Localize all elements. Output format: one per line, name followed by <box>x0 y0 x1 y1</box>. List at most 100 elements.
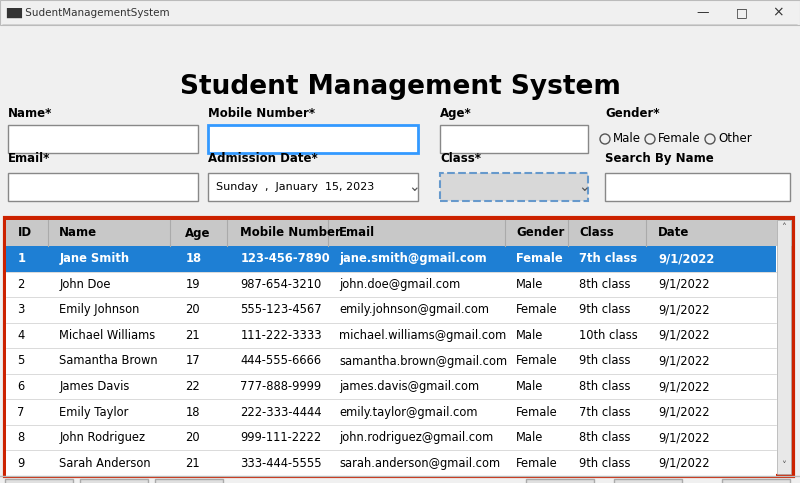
Bar <box>5 218 793 476</box>
Text: Samantha Brown: Samantha Brown <box>59 355 158 368</box>
Text: 111-222-3333: 111-222-3333 <box>241 329 322 342</box>
Bar <box>6 348 776 374</box>
Text: 19: 19 <box>186 278 200 291</box>
Text: ID: ID <box>18 227 31 240</box>
Text: 9/1/2022: 9/1/2022 <box>658 355 710 368</box>
Text: 444-555-6666: 444-555-6666 <box>241 355 322 368</box>
Text: 333-444-5555: 333-444-5555 <box>241 457 322 470</box>
Bar <box>155 479 223 483</box>
Text: 9/1/2022: 9/1/2022 <box>658 406 710 419</box>
Text: Female: Female <box>658 132 701 145</box>
Text: Email*: Email* <box>8 152 50 165</box>
Text: □: □ <box>736 6 748 19</box>
Text: 20: 20 <box>186 303 200 316</box>
Bar <box>6 323 776 348</box>
Text: 6: 6 <box>18 380 25 393</box>
Bar <box>440 125 588 153</box>
Text: 22: 22 <box>186 380 200 393</box>
Text: 20: 20 <box>186 431 200 444</box>
Text: Date: Date <box>658 227 690 240</box>
Text: Sarah Anderson: Sarah Anderson <box>59 457 151 470</box>
Text: Male: Male <box>516 380 544 393</box>
Bar <box>6 271 776 297</box>
Bar <box>208 125 418 153</box>
Text: 17: 17 <box>186 355 200 368</box>
Text: Female: Female <box>516 457 558 470</box>
Text: 9/1/2022: 9/1/2022 <box>658 278 710 291</box>
Bar <box>208 173 418 201</box>
Text: 9/1/2022: 9/1/2022 <box>658 303 710 316</box>
Text: 9th class: 9th class <box>579 457 630 470</box>
Text: Class*: Class* <box>440 152 481 165</box>
Text: Jane Smith: Jane Smith <box>59 252 130 265</box>
Text: Class: Class <box>579 227 614 240</box>
Bar <box>8 125 198 153</box>
Text: Emily Taylor: Emily Taylor <box>59 406 129 419</box>
Bar <box>440 173 588 201</box>
Bar <box>614 479 682 483</box>
Bar <box>722 479 790 483</box>
Text: Female: Female <box>516 303 558 316</box>
Text: Female: Female <box>516 252 563 265</box>
Text: 18: 18 <box>186 252 202 265</box>
Text: Admission Date*: Admission Date* <box>208 152 318 165</box>
Text: samantha.brown@gmail.com: samantha.brown@gmail.com <box>339 355 507 368</box>
Text: John Doe: John Doe <box>59 278 110 291</box>
Text: 21: 21 <box>186 457 200 470</box>
Text: Name*: Name* <box>8 107 52 120</box>
Text: 9/1/2022: 9/1/2022 <box>658 329 710 342</box>
Text: 9th class: 9th class <box>579 355 630 368</box>
Text: 8th class: 8th class <box>579 278 630 291</box>
Text: 18: 18 <box>186 406 200 419</box>
Text: Age: Age <box>186 227 211 240</box>
Text: emily.johnson@gmail.com: emily.johnson@gmail.com <box>339 303 489 316</box>
Text: 4: 4 <box>18 329 25 342</box>
Text: 7th class: 7th class <box>579 406 631 419</box>
Bar <box>526 479 594 483</box>
Bar <box>6 399 776 425</box>
Text: emily.taylor@gmail.com: emily.taylor@gmail.com <box>339 406 478 419</box>
Text: 999-111-2222: 999-111-2222 <box>241 431 322 444</box>
Text: 123-456-7890: 123-456-7890 <box>241 252 330 265</box>
Text: 8th class: 8th class <box>579 380 630 393</box>
Text: 3: 3 <box>18 303 25 316</box>
Text: 1: 1 <box>18 252 26 265</box>
Bar <box>6 374 776 399</box>
Bar <box>5 479 73 483</box>
Text: ×: × <box>772 5 784 19</box>
Text: Name: Name <box>59 227 98 240</box>
Text: 10th class: 10th class <box>579 329 638 342</box>
Text: ˄: ˄ <box>782 223 786 233</box>
Text: Mobile Number*: Mobile Number* <box>208 107 315 120</box>
Text: 222-333-4444: 222-333-4444 <box>241 406 322 419</box>
Text: sarah.anderson@gmail.com: sarah.anderson@gmail.com <box>339 457 500 470</box>
Text: 9/1/2022: 9/1/2022 <box>658 457 710 470</box>
Text: 7: 7 <box>18 406 25 419</box>
Bar <box>6 246 776 271</box>
Text: 8th class: 8th class <box>579 431 630 444</box>
Text: James Davis: James Davis <box>59 380 130 393</box>
Text: ˅: ˅ <box>782 461 786 471</box>
Text: Emily Johnson: Emily Johnson <box>59 303 139 316</box>
Text: 7th class: 7th class <box>579 252 638 265</box>
Bar <box>8 173 198 201</box>
Text: james.davis@gmail.com: james.davis@gmail.com <box>339 380 479 393</box>
Text: john.doe@gmail.com: john.doe@gmail.com <box>339 278 460 291</box>
Text: Mobile Number: Mobile Number <box>241 227 342 240</box>
Text: 9/1/2022: 9/1/2022 <box>658 380 710 393</box>
Text: 9/1/2022: 9/1/2022 <box>658 252 714 265</box>
Text: ⌄: ⌄ <box>408 180 420 194</box>
Text: Gender*: Gender* <box>605 107 660 120</box>
Text: 8: 8 <box>18 431 25 444</box>
Text: 21: 21 <box>186 329 200 342</box>
Text: Male: Male <box>613 132 641 145</box>
Text: ⌄: ⌄ <box>578 180 590 194</box>
Bar <box>605 173 790 201</box>
Text: Student Management System: Student Management System <box>179 74 621 100</box>
Text: 2: 2 <box>18 278 25 291</box>
Bar <box>6 220 792 246</box>
Text: Gender: Gender <box>516 227 565 240</box>
Bar <box>777 220 791 474</box>
Bar <box>6 451 776 476</box>
Text: 5: 5 <box>18 355 25 368</box>
